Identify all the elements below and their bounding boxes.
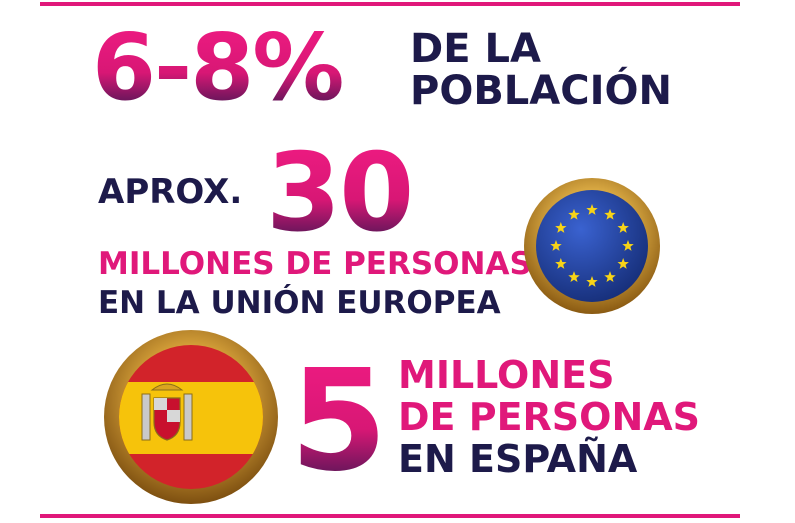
spain-flag-icon bbox=[104, 330, 278, 504]
spain-number: 5 bbox=[290, 340, 387, 503]
eu-millions-label: MILLONES DE PERSONAS bbox=[98, 246, 532, 282]
spain-people-label: DE PERSONAS bbox=[398, 395, 701, 439]
population-label-line2: POBLACIÓN bbox=[410, 68, 672, 114]
eu-star-icon bbox=[617, 258, 629, 269]
eu-star-icon bbox=[555, 222, 567, 233]
spain-region-label: EN ESPAÑA bbox=[398, 437, 638, 481]
eu-star-icon bbox=[550, 240, 562, 251]
eu-star-icon bbox=[586, 276, 598, 287]
approx-label: APROX. bbox=[98, 172, 243, 212]
eu-star-icon bbox=[617, 222, 629, 233]
percentage-value: 6-8% bbox=[92, 14, 344, 121]
eu-flag-icon bbox=[524, 178, 660, 314]
eu-star-icon bbox=[604, 271, 616, 283]
eu-star-icon bbox=[604, 208, 616, 220]
spain-millions-label: MILLONES bbox=[398, 353, 615, 397]
eu-number: 30 bbox=[266, 131, 414, 256]
eu-star-icon bbox=[555, 258, 567, 269]
population-label: DE LA POBLACIÓN bbox=[410, 28, 672, 112]
population-label-line1: DE LA bbox=[410, 26, 541, 72]
top-divider bbox=[40, 2, 740, 6]
eu-star-icon bbox=[586, 204, 598, 215]
eu-star-icon bbox=[568, 208, 580, 220]
bottom-divider bbox=[40, 514, 740, 518]
eu-star-icon bbox=[568, 271, 580, 283]
eu-star-icon bbox=[622, 240, 634, 251]
eu-region-label: EN LA UNIÓN EUROPEA bbox=[98, 285, 501, 321]
